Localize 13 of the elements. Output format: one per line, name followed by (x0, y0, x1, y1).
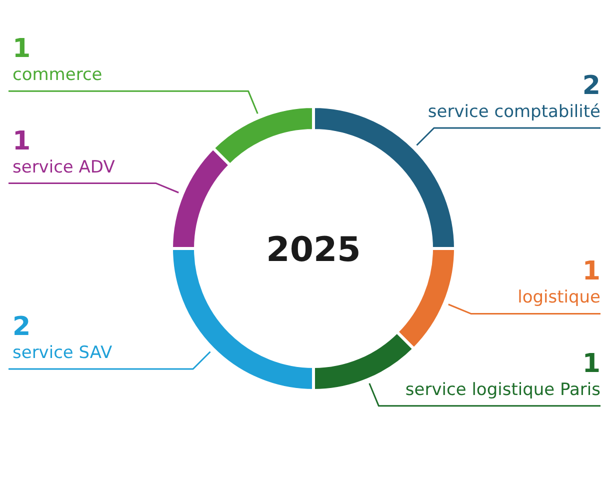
data-label: 1 (582, 348, 601, 379)
slice-label: logistique (518, 288, 601, 308)
data-label: 1 (12, 126, 31, 156)
slice-label: service comptabilité (428, 102, 601, 122)
data-label: 2 (12, 312, 31, 342)
text: 2025 (266, 230, 361, 270)
slice-label: commerce (12, 65, 102, 86)
slice-label: service SAV (12, 342, 112, 363)
data-label: 1 (582, 256, 601, 287)
slice-label: service ADV (12, 157, 116, 178)
data-label: 2 (582, 71, 601, 102)
slice-label: service logistique Paris (405, 380, 601, 400)
data-label: 1 (12, 34, 31, 64)
